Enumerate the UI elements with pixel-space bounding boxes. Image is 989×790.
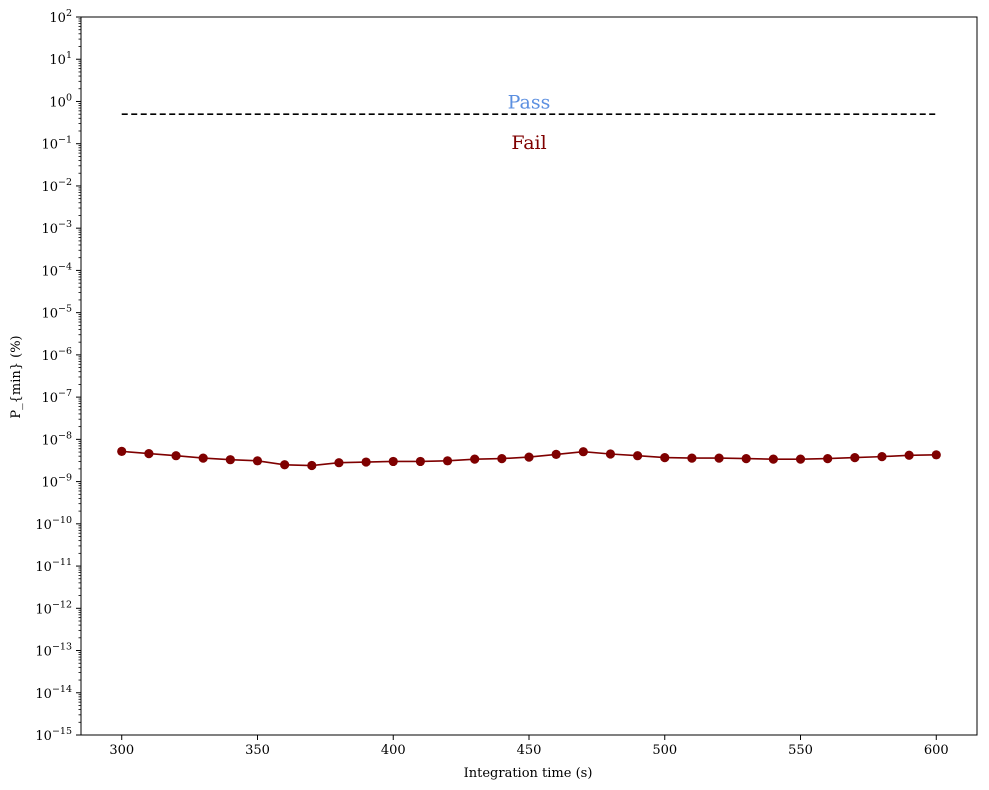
data-point — [117, 446, 127, 456]
data-point — [252, 456, 263, 466]
x-tick-label: 350 — [245, 743, 270, 758]
data-point — [633, 451, 643, 461]
data-point — [334, 458, 344, 468]
data-point — [497, 454, 507, 464]
y-tick-label: 10−1 — [41, 135, 72, 153]
plot-area — [81, 17, 977, 735]
series-layer — [117, 446, 941, 471]
data-point — [551, 449, 561, 460]
y-tick-label: 10−9 — [41, 473, 72, 491]
y-tick-label: 10−12 — [35, 599, 72, 617]
data-point — [280, 460, 290, 470]
y-tick-label: 10−3 — [41, 219, 72, 237]
x-tick-label: 400 — [381, 743, 406, 758]
data-point — [795, 454, 806, 464]
y-axis-label: P_{min} (%) — [9, 335, 24, 418]
data-point — [850, 452, 860, 463]
y-tick-label: 100 — [49, 92, 72, 110]
data-point — [741, 454, 751, 464]
data-point — [470, 454, 480, 464]
x-tick-label: 500 — [652, 743, 677, 758]
data-point — [524, 452, 534, 462]
data-point — [361, 457, 371, 467]
data-point — [605, 449, 616, 459]
data-point — [768, 454, 778, 464]
data-point — [578, 447, 588, 457]
data-point — [687, 453, 697, 463]
x-axis-label: Integration time (s) — [464, 766, 593, 781]
data-point — [877, 452, 887, 462]
y-tick-label: 10−10 — [35, 515, 72, 533]
pass-annotation: Pass — [508, 91, 551, 113]
y-tick-label: 10−7 — [41, 388, 72, 406]
data-point — [931, 450, 941, 460]
y-tick-label: 102 — [49, 8, 72, 26]
annotation-layer: Pass Fail — [508, 91, 551, 153]
plot-frame — [80, 16, 978, 736]
y-tick-label: 101 — [49, 50, 72, 68]
data-point — [307, 460, 317, 471]
y-tick-label: 10−14 — [35, 684, 72, 702]
data-point — [388, 456, 398, 467]
y-tick-label: 10−5 — [41, 304, 72, 322]
data-point — [225, 455, 235, 465]
y-tick-label: 10−15 — [35, 726, 72, 744]
y-tick-label: 10−11 — [35, 557, 72, 575]
data-point — [714, 453, 724, 463]
data-point — [144, 448, 154, 459]
axis-ticks: 300 350 400 450 500 550 600 10−15 10−14 10−13 10−1… — [35, 8, 948, 758]
y-tick-label: 10−6 — [41, 346, 72, 364]
y-tick-label: 10−2 — [41, 177, 72, 195]
x-tick-label: 600 — [924, 743, 949, 758]
data-point — [198, 453, 208, 463]
fail-annotation: Fail — [511, 132, 546, 154]
x-tick-label: 550 — [788, 743, 813, 758]
x-tick-label: 450 — [517, 743, 542, 758]
y-tick-label: 10−13 — [35, 642, 72, 660]
data-point — [171, 451, 181, 461]
x-tick-label: 300 — [109, 743, 134, 758]
data-point — [904, 450, 914, 460]
data-point — [442, 456, 453, 466]
data-point — [660, 452, 670, 463]
y-tick-label: 10−8 — [41, 430, 72, 448]
y-tick-label: 10−4 — [41, 261, 72, 279]
data-point — [823, 454, 833, 464]
data-point — [415, 456, 425, 467]
